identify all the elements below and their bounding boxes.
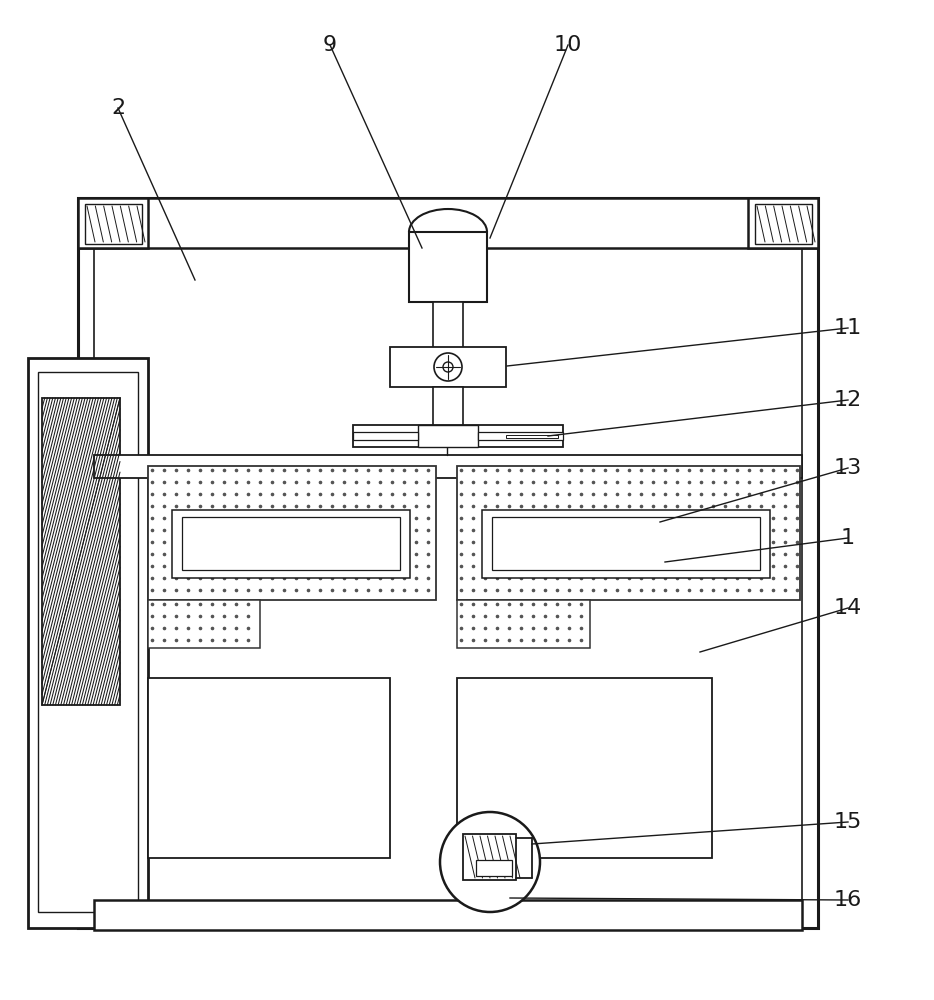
- Text: 2: 2: [111, 98, 125, 118]
- Bar: [353, 432, 418, 440]
- Bar: [748, 198, 818, 248]
- Bar: [433, 387, 463, 427]
- Bar: [85, 204, 142, 244]
- Bar: [148, 466, 436, 600]
- Bar: [148, 678, 390, 858]
- Bar: [482, 510, 770, 578]
- Bar: [94, 214, 802, 912]
- Bar: [506, 435, 558, 438]
- Text: 11: 11: [834, 318, 862, 338]
- Bar: [28, 358, 148, 928]
- Bar: [433, 302, 463, 350]
- Bar: [353, 425, 563, 447]
- Circle shape: [440, 812, 540, 912]
- Bar: [148, 600, 260, 648]
- Bar: [457, 466, 800, 600]
- Bar: [478, 432, 563, 440]
- Circle shape: [443, 362, 453, 372]
- Bar: [418, 425, 478, 447]
- Bar: [492, 517, 760, 570]
- Bar: [78, 198, 818, 928]
- Bar: [463, 834, 516, 880]
- Bar: [94, 900, 802, 930]
- Bar: [38, 372, 138, 912]
- Text: 1: 1: [841, 528, 855, 548]
- Circle shape: [434, 353, 462, 381]
- Text: 10: 10: [554, 35, 582, 55]
- Bar: [755, 204, 812, 244]
- Bar: [78, 198, 818, 248]
- Bar: [42, 398, 120, 705]
- Text: 9: 9: [323, 35, 337, 55]
- Bar: [409, 232, 487, 302]
- Bar: [94, 455, 802, 478]
- Bar: [457, 600, 590, 648]
- Text: 13: 13: [834, 458, 862, 478]
- Bar: [172, 510, 410, 578]
- Text: 12: 12: [834, 390, 862, 410]
- Bar: [78, 198, 148, 248]
- Text: 16: 16: [834, 890, 862, 910]
- Bar: [390, 347, 506, 387]
- Bar: [476, 860, 512, 876]
- Bar: [457, 678, 712, 858]
- Text: 14: 14: [834, 598, 862, 618]
- Bar: [182, 517, 400, 570]
- Text: 15: 15: [834, 812, 862, 832]
